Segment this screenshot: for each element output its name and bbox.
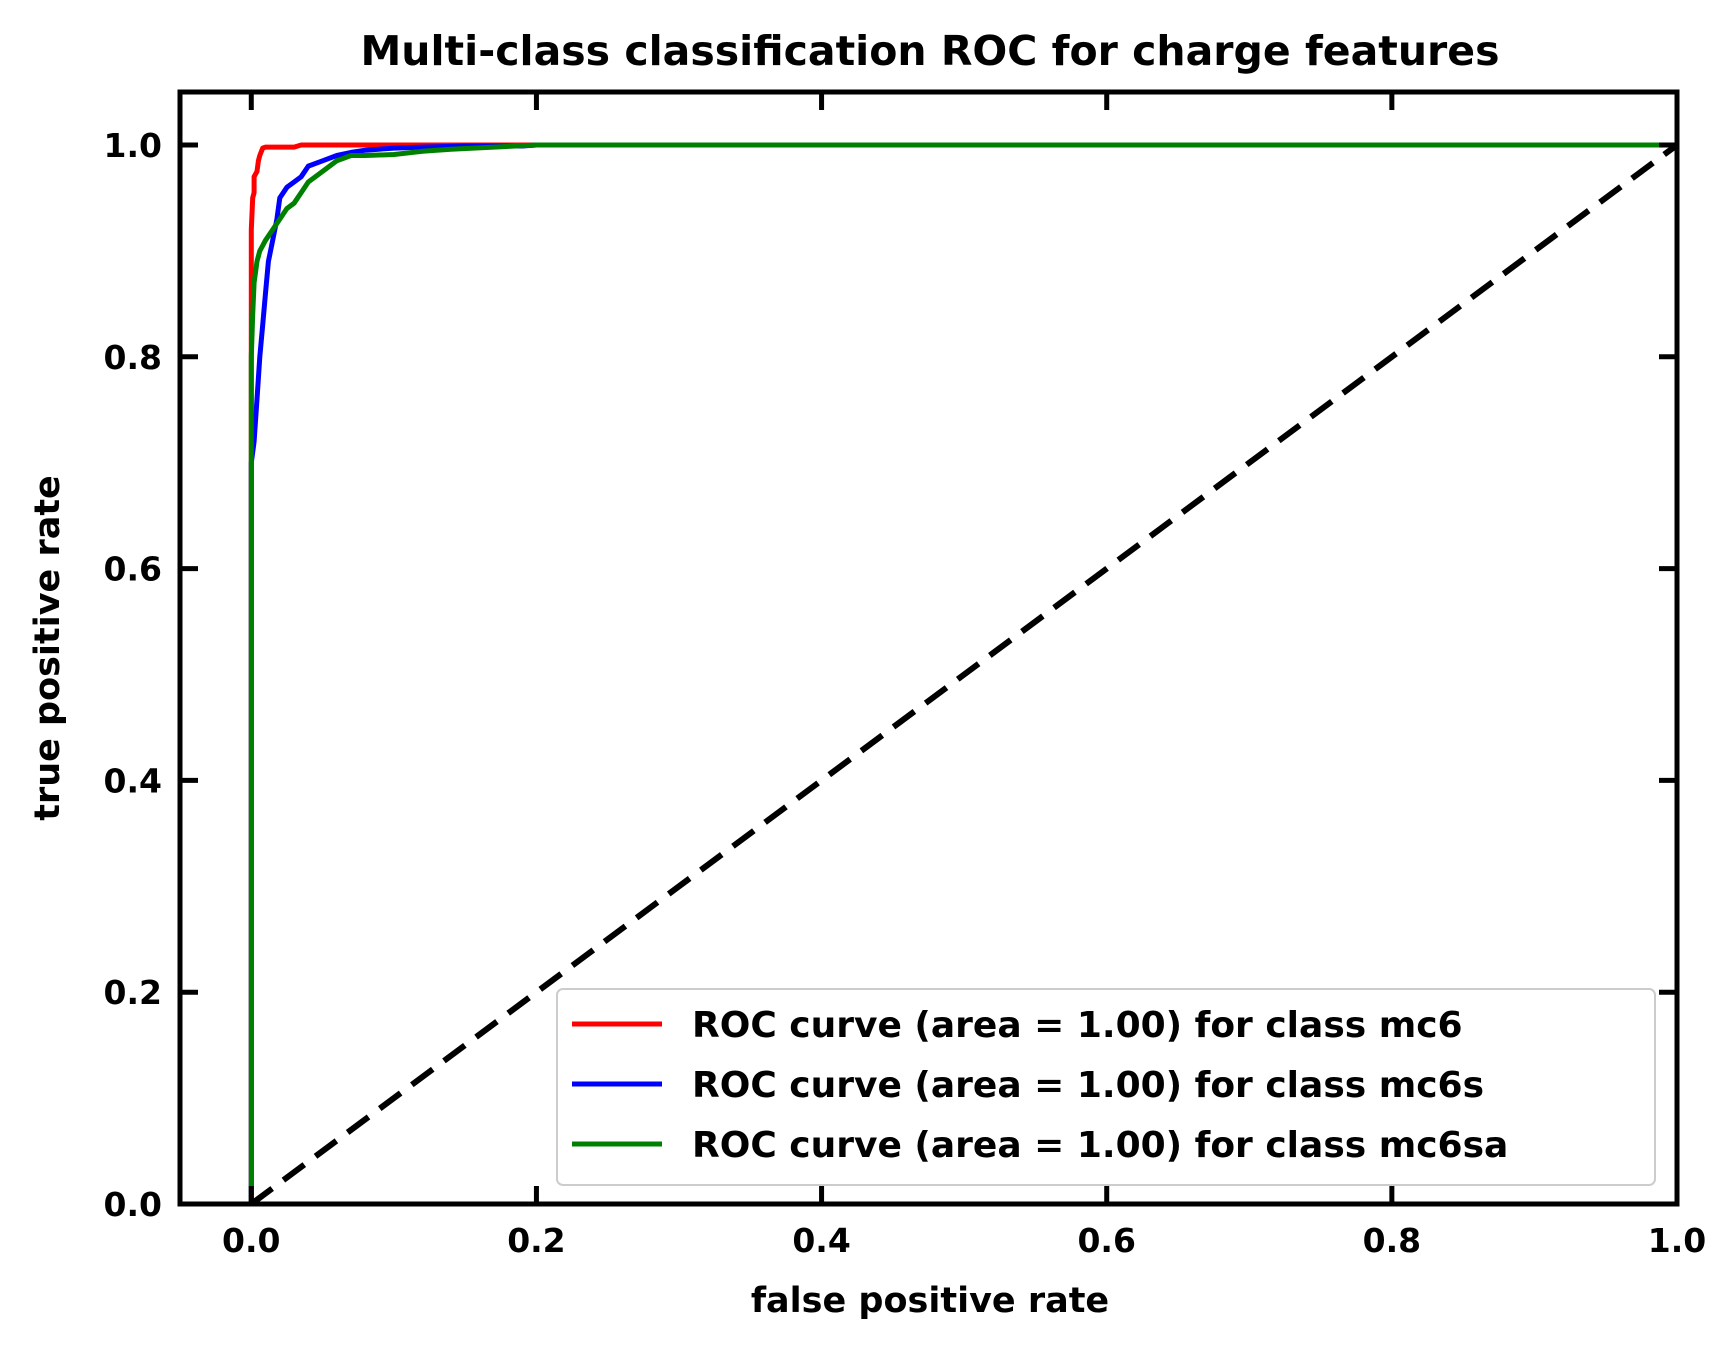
diagonal-reference-line bbox=[249, 142, 1677, 1204]
x-tick-label-0: 0.0 bbox=[222, 1221, 280, 1260]
series-line-0 bbox=[248, 142, 1677, 1204]
y-tick-label-2: 0.4 bbox=[104, 761, 162, 800]
x-axis-label: false positive rate bbox=[751, 1281, 1109, 1321]
series-line-1 bbox=[248, 142, 1677, 1204]
legend: ROC curve (area = 1.00) for class mc6 ROC… bbox=[556, 988, 1656, 1186]
plot-frame bbox=[177, 89, 1680, 1207]
y-tick-label-4: 0.8 bbox=[104, 338, 162, 377]
y-tick-label-3: 0.6 bbox=[104, 550, 162, 589]
y-tick-label-5: 1.0 bbox=[104, 126, 162, 165]
legend-box bbox=[556, 988, 1656, 1186]
chart-title: Multi-class classification ROC for charg… bbox=[361, 27, 1500, 75]
y-tick-label-1: 0.2 bbox=[104, 973, 162, 1012]
ticks-layer: 0.0 0.2 0.4 0.6 0.8 1.0 0.0 0.2 0.4 0.6 0.8 1.0 bbox=[104, 92, 1706, 1260]
y-tick-label-0: 0.0 bbox=[104, 1185, 162, 1224]
x-tick-label-1: 0.2 bbox=[507, 1221, 565, 1260]
x-tick-label-2: 0.4 bbox=[792, 1221, 850, 1260]
legend-label-1: ROC curve (area = 1.00) for class mc6s bbox=[692, 1065, 1484, 1106]
legend-label-2: ROC curve (area = 1.00) for class mc6sa bbox=[692, 1125, 1508, 1166]
series-layer bbox=[248, 142, 1677, 1204]
y-axis-label: true positive rate bbox=[28, 475, 68, 821]
legend-label-0: ROC curve (area = 1.00) for class mc6 bbox=[692, 1005, 1463, 1046]
x-tick-label-4: 0.8 bbox=[1363, 1221, 1421, 1260]
series-line-2 bbox=[248, 142, 1677, 1204]
x-tick-label-5: 1.0 bbox=[1648, 1221, 1706, 1260]
x-tick-label-3: 0.6 bbox=[1077, 1221, 1135, 1260]
